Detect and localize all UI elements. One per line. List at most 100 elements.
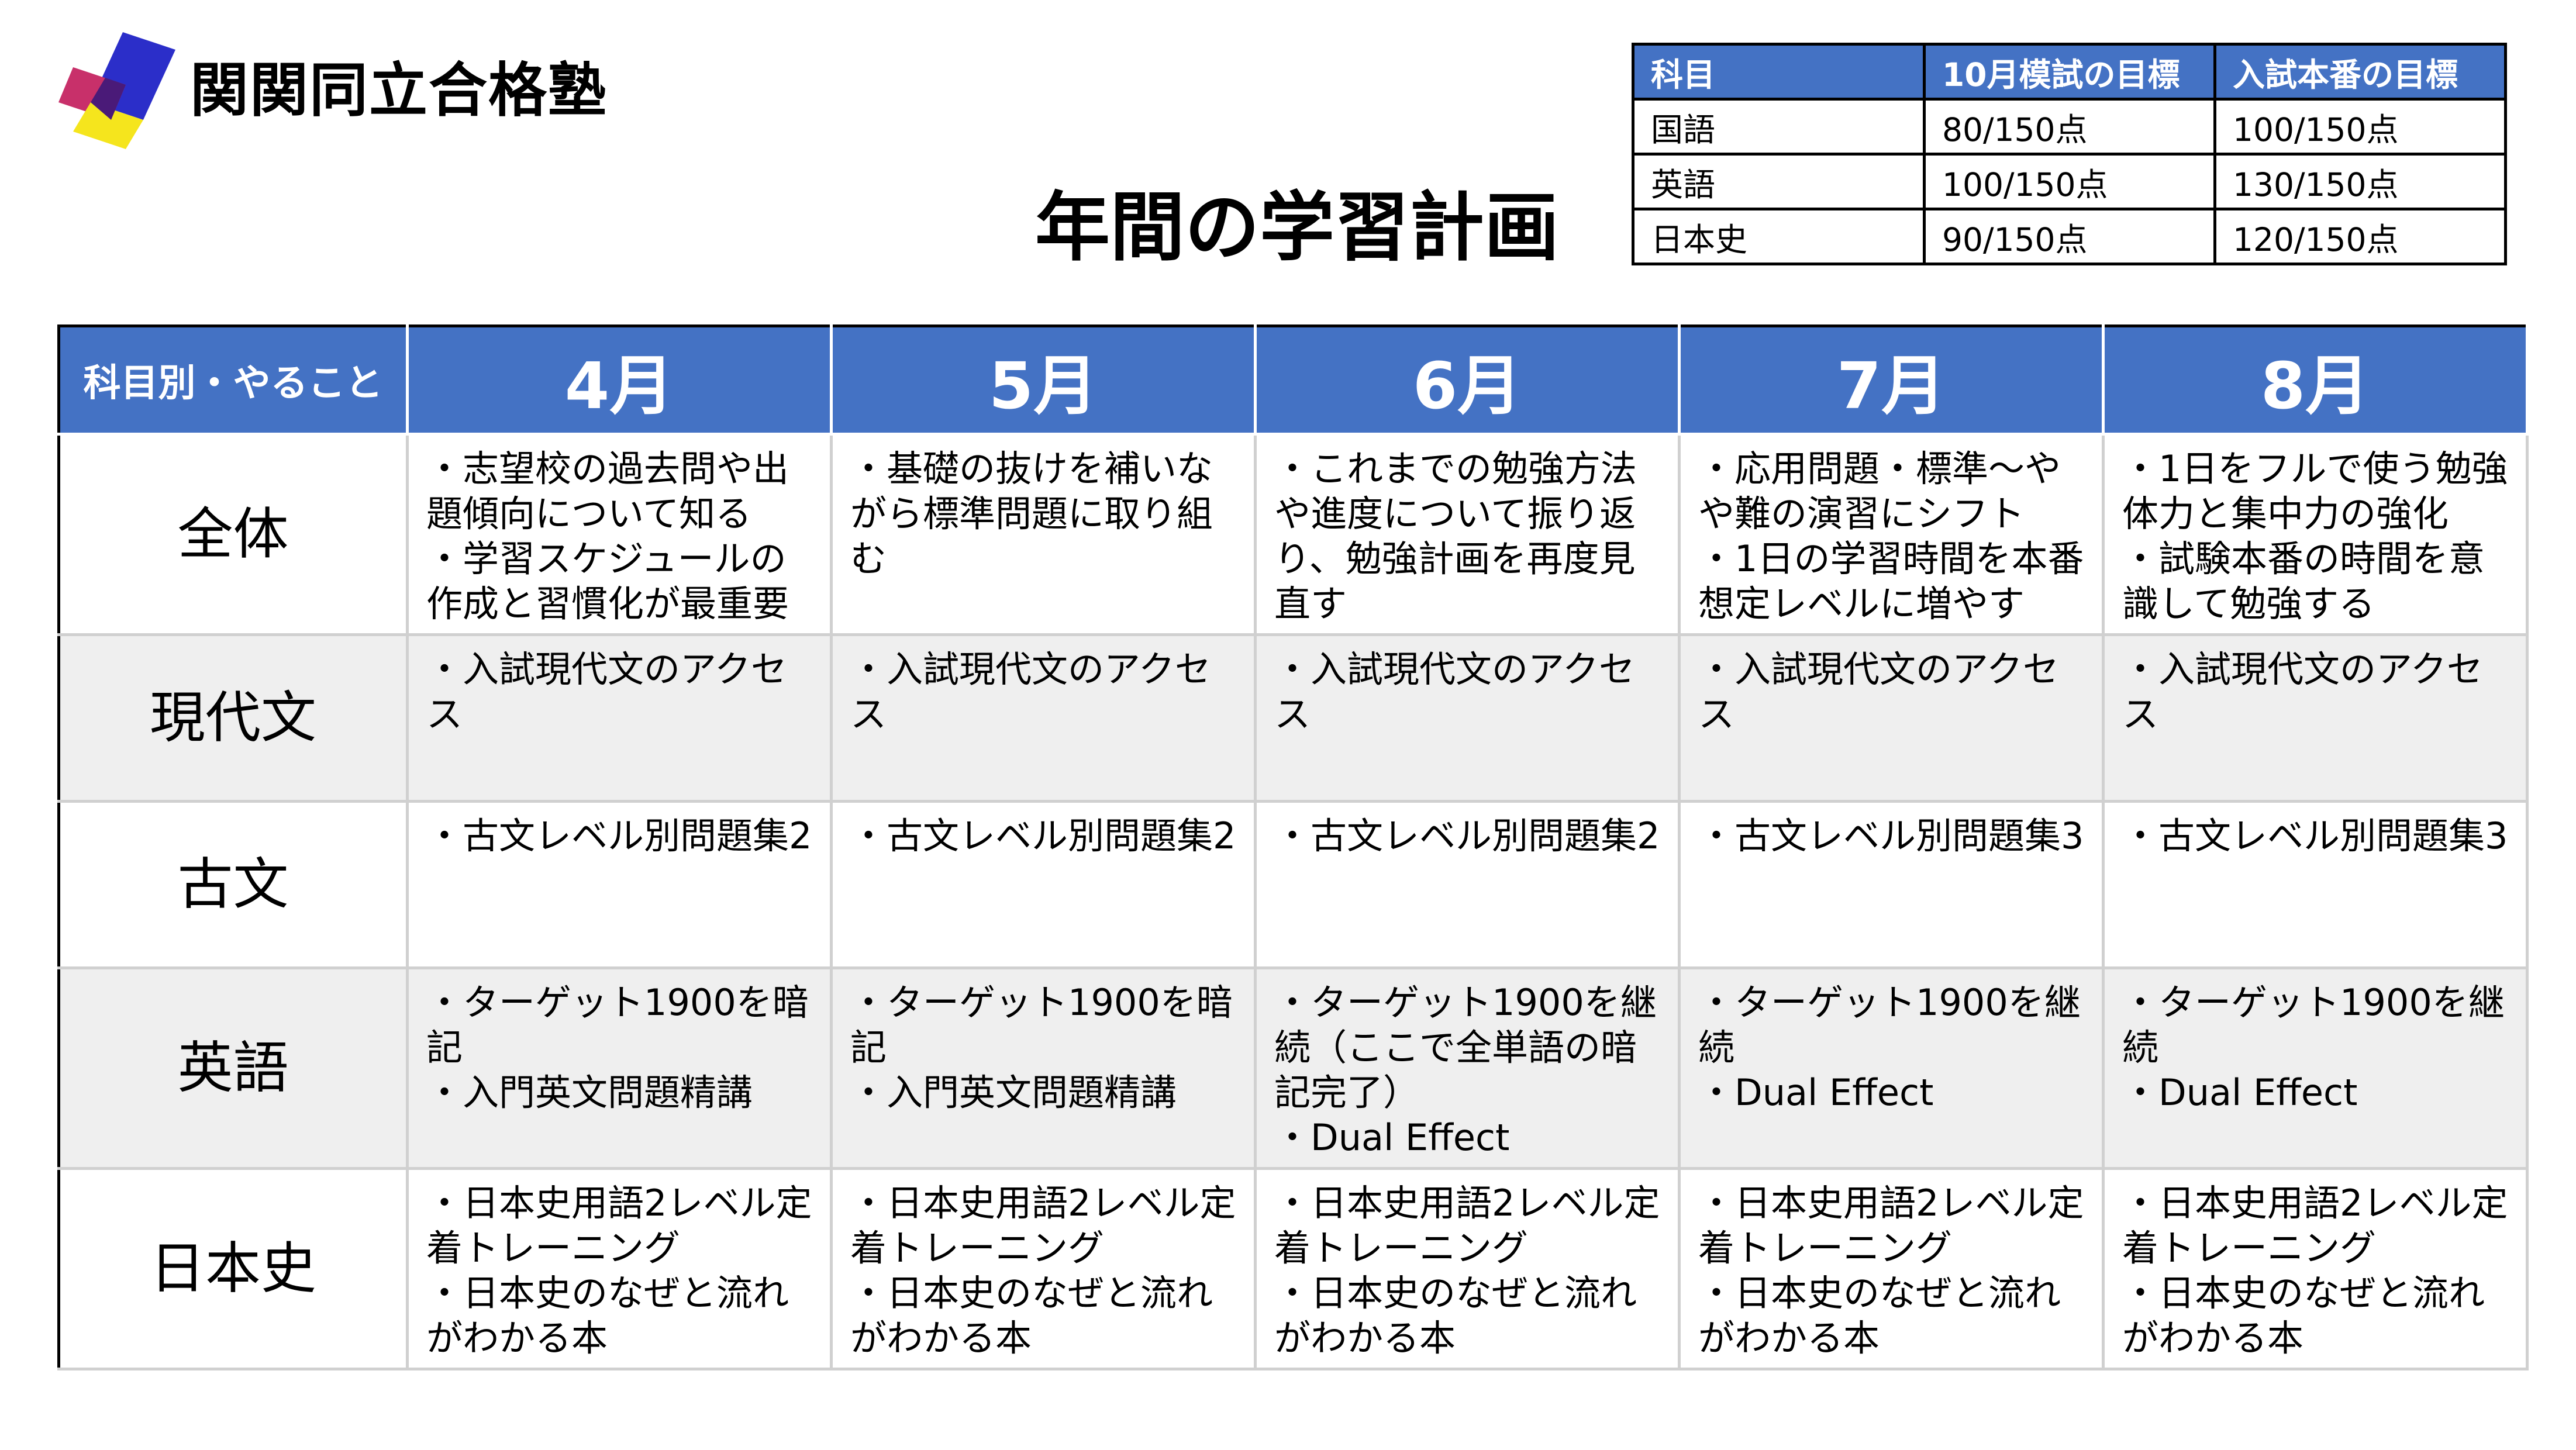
plan-item: ・試験本番の時間を意識して勉強する bbox=[2122, 537, 2485, 625]
plan-item: ・ターゲット1900を継続（ここで全単語の暗記完了） bbox=[1274, 981, 1657, 1114]
targets-october-score: 90/150点 bbox=[1923, 208, 2216, 265]
plan-item: ・ターゲット1900を暗記 bbox=[850, 981, 1233, 1069]
targets-subject: 英語 bbox=[1632, 153, 1926, 210]
targets-header-final-exam: 入試本番の目標 bbox=[2213, 43, 2507, 101]
study-plan-table: 科目別・やること 4月 5月 6月 7月 8月 全体 ・志望校の過去問や出題傾向… bbox=[57, 324, 2529, 1370]
plan-cell: ・基礎の抜けを補いながら標準問題に取り組む bbox=[830, 433, 1257, 636]
plan-item: ・日本史用語2レベル定着トレーニング bbox=[1698, 1182, 2084, 1269]
plan-row-classical-japanese: 古文 ・古文レベル別問題集2 ・古文レベル別問題集2 ・古文レベル別問題集2 ・… bbox=[57, 800, 2529, 969]
plan-cell: ・古文レベル別問題集2 bbox=[406, 800, 833, 969]
plan-item: ・入試現代文のアクセス bbox=[2122, 648, 2483, 736]
targets-october-score: 100/150点 bbox=[1923, 153, 2216, 210]
plan-row-label: 英語 bbox=[57, 966, 409, 1170]
plan-item: ・古文レベル別問題集3 bbox=[1698, 814, 2084, 857]
plan-cell: ・日本史用語2レベル定着トレーニング ・日本史のなぜと流れがわかる本 bbox=[406, 1167, 833, 1370]
plan-item: ・学習スケジュールの作成と習慣化が最重要 bbox=[426, 537, 789, 625]
targets-subject: 国語 bbox=[1632, 98, 1926, 156]
month-header-june: 6月 bbox=[1254, 324, 1681, 436]
plan-item: ・日本史用語2レベル定着トレーニング bbox=[2122, 1182, 2508, 1269]
month-header-april: 4月 bbox=[406, 324, 833, 436]
plan-cell: ・これまでの勉強方法や進度について振り返り、勉強計画を再度見直す bbox=[1254, 433, 1681, 636]
plan-cell: ・ターゲット1900を暗記 ・入門英文問題精講 bbox=[406, 966, 833, 1170]
plan-item: ・日本史のなぜと流れがわかる本 bbox=[850, 1272, 1213, 1359]
score-targets-table: 科目 10月模試の目標 入試本番の目標 国語 80/150点 100/150点 … bbox=[1632, 43, 2507, 265]
plan-row-overall: 全体 ・志望校の過去問や出題傾向について知る ・学習スケジュールの作成と習慣化が… bbox=[57, 433, 2529, 636]
plan-cell: ・1日をフルで使う勉強体力と集中力の強化 ・試験本番の時間を意識して勉強する bbox=[2102, 433, 2529, 636]
month-header-august: 8月 bbox=[2102, 324, 2529, 436]
plan-item: ・入試現代文のアクセス bbox=[850, 648, 1211, 736]
plan-cell: ・応用問題・標準～やや難の演習にシフト ・1日の学習時間を本番想定レベルに増やす bbox=[1678, 433, 2105, 636]
plan-item: ・入門英文問題精講 bbox=[850, 1071, 1177, 1114]
targets-final-score: 120/150点 bbox=[2213, 208, 2507, 265]
plan-cell: ・日本史用語2レベル定着トレーニング ・日本史のなぜと流れがわかる本 bbox=[1254, 1167, 1681, 1370]
plan-item: ・入試現代文のアクセス bbox=[1698, 648, 2059, 736]
plan-item: ・古文レベル別問題集2 bbox=[850, 814, 1236, 857]
plan-item: ・ターゲット1900を継続 bbox=[1698, 981, 2081, 1069]
plan-cell: ・ターゲット1900を継続 ・Dual Effect bbox=[2102, 966, 2529, 1170]
plan-cell: ・志望校の過去問や出題傾向について知る ・学習スケジュールの作成と習慣化が最重要 bbox=[406, 433, 833, 636]
plan-item: ・日本史用語2レベル定着トレーニング bbox=[1274, 1182, 1660, 1269]
targets-october-score: 80/150点 bbox=[1923, 98, 2216, 156]
plan-item: ・ターゲット1900を継続 bbox=[2122, 981, 2505, 1069]
plan-item: ・これまでの勉強方法や進度について振り返り、勉強計画を再度見直す bbox=[1274, 447, 1637, 625]
plan-cell: ・入試現代文のアクセス bbox=[1678, 633, 2105, 803]
plan-cell: ・古文レベル別問題集2 bbox=[1254, 800, 1681, 969]
plan-row-label: 全体 bbox=[57, 433, 409, 636]
targets-header-subject: 科目 bbox=[1632, 43, 1926, 101]
plan-item: ・日本史のなぜと流れがわかる本 bbox=[1274, 1272, 1637, 1359]
plan-cell: ・入試現代文のアクセス bbox=[406, 633, 833, 803]
plan-row-label: 古文 bbox=[57, 800, 409, 969]
plan-item: ・応用問題・標準～やや難の演習にシフト bbox=[1698, 447, 2061, 535]
plan-item: ・日本史のなぜと流れがわかる本 bbox=[1698, 1272, 2061, 1359]
plan-cell: ・入試現代文のアクセス bbox=[1254, 633, 1681, 803]
page-title: 年間の学習計画 bbox=[1035, 184, 1560, 271]
plan-item: ・志望校の過去問や出題傾向について知る bbox=[426, 447, 789, 535]
plan-item: ・古文レベル別問題集2 bbox=[1274, 814, 1660, 857]
plan-item: ・日本史のなぜと流れがわかる本 bbox=[426, 1272, 789, 1359]
month-header-may: 5月 bbox=[830, 324, 1257, 436]
plan-cell: ・日本史用語2レベル定着トレーニング ・日本史のなぜと流れがわかる本 bbox=[1678, 1167, 2105, 1370]
plan-item: ・Dual Effect bbox=[2122, 1071, 2358, 1114]
plan-item: ・1日をフルで使う勉強体力と集中力の強化 bbox=[2122, 447, 2508, 535]
plan-row-english: 英語 ・ターゲット1900を暗記 ・入門英文問題精講 ・ターゲット1900を暗記… bbox=[57, 966, 2529, 1170]
plan-item: ・1日の学習時間を本番想定レベルに増やす bbox=[1698, 537, 2084, 625]
plan-cell: ・古文レベル別問題集3 bbox=[1678, 800, 2105, 969]
plan-row-label: 日本史 bbox=[57, 1167, 409, 1370]
brand-logo-icon bbox=[58, 32, 175, 149]
targets-final-score: 100/150点 bbox=[2213, 98, 2507, 156]
targets-subject: 日本史 bbox=[1632, 208, 1926, 265]
plan-cell: ・ターゲット1900を継続 ・Dual Effect bbox=[1678, 966, 2105, 1170]
plan-item: ・入試現代文のアクセス bbox=[1274, 648, 1635, 736]
plan-row-label: 現代文 bbox=[57, 633, 409, 803]
plan-item: ・Dual Effect bbox=[1698, 1071, 1934, 1114]
table-row: 英語 100/150点 130/150点 bbox=[1632, 153, 2507, 210]
plan-header-row: 科目別・やること 4月 5月 6月 7月 8月 bbox=[57, 324, 2529, 436]
targets-header-row: 科目 10月模試の目標 入試本番の目標 bbox=[1632, 43, 2507, 101]
plan-cell: ・日本史用語2レベル定着トレーニング ・日本史のなぜと流れがわかる本 bbox=[2102, 1167, 2529, 1370]
plan-row-modern-japanese: 現代文 ・入試現代文のアクセス ・入試現代文のアクセス ・入試現代文のアクセス … bbox=[57, 633, 2529, 803]
plan-cell: ・入試現代文のアクセス bbox=[2102, 633, 2529, 803]
month-header-july: 7月 bbox=[1678, 324, 2105, 436]
plan-cell: ・日本史用語2レベル定着トレーニング ・日本史のなぜと流れがわかる本 bbox=[830, 1167, 1257, 1370]
targets-header-october-mock: 10月模試の目標 bbox=[1923, 43, 2216, 101]
plan-cell: ・古文レベル別問題集2 bbox=[830, 800, 1257, 969]
plan-item: ・ターゲット1900を暗記 bbox=[426, 981, 809, 1069]
plan-item: ・入門英文問題精講 bbox=[426, 1071, 753, 1114]
plan-cell: ・古文レベル別問題集3 bbox=[2102, 800, 2529, 969]
table-row: 国語 80/150点 100/150点 bbox=[1632, 98, 2507, 156]
table-row: 日本史 90/150点 120/150点 bbox=[1632, 208, 2507, 265]
plan-cell: ・入試現代文のアクセス bbox=[830, 633, 1257, 803]
plan-item: ・日本史のなぜと流れがわかる本 bbox=[2122, 1272, 2485, 1359]
brand-name: 関関同立合格塾 bbox=[190, 56, 608, 125]
plan-row-japanese-history: 日本史 ・日本史用語2レベル定着トレーニング ・日本史のなぜと流れがわかる本 ・… bbox=[57, 1167, 2529, 1370]
plan-item: ・古文レベル別問題集2 bbox=[426, 814, 812, 857]
plan-item: ・基礎の抜けを補いながら標準問題に取り組む bbox=[850, 447, 1213, 580]
targets-final-score: 130/150点 bbox=[2213, 153, 2507, 210]
plan-cell: ・ターゲット1900を暗記 ・入門英文問題精講 bbox=[830, 966, 1257, 1170]
plan-cell: ・ターゲット1900を継続（ここで全単語の暗記完了） ・Dual Effect bbox=[1254, 966, 1681, 1170]
plan-item: ・日本史用語2レベル定着トレーニング bbox=[850, 1182, 1236, 1269]
plan-item: ・古文レベル別問題集3 bbox=[2122, 814, 2508, 857]
plan-corner-label: 科目別・やること bbox=[57, 324, 409, 436]
plan-item: ・日本史用語2レベル定着トレーニング bbox=[426, 1182, 812, 1269]
plan-item: ・Dual Effect bbox=[1274, 1116, 1510, 1159]
